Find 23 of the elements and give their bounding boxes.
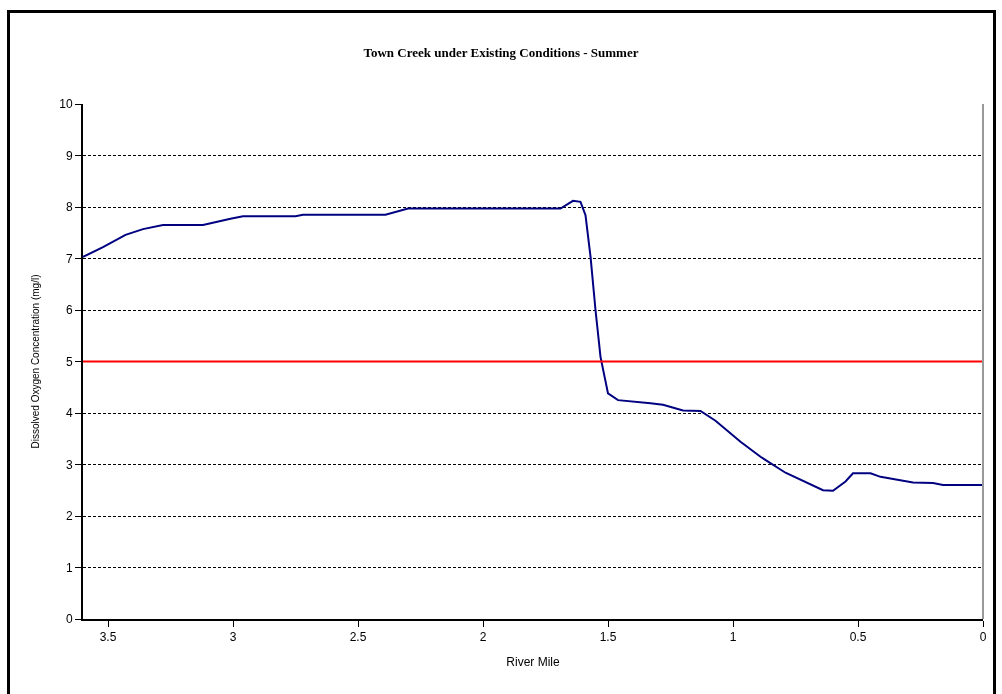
y-tick-label: 8 (65, 200, 73, 215)
x-tick-label: 3 (229, 630, 237, 645)
y-tick-label: 2 (65, 509, 73, 524)
y-tick-label: 7 (65, 251, 73, 266)
y-tick-label: 1 (65, 560, 73, 575)
y-tick-label: 5 (65, 354, 73, 369)
chart-title: Town Creek under Existing Conditions - Summer (363, 44, 639, 60)
y-tick-label: 3 (65, 457, 73, 472)
x-tick-label: 2 (479, 630, 487, 645)
x-tick-label: 0.5 (849, 630, 867, 645)
x-tick-label: 2.5 (349, 630, 367, 645)
y-tick-label: 0 (65, 612, 73, 627)
y-tick-label: 10 (59, 97, 73, 112)
line-series (83, 199, 983, 492)
x-tick-label: 0 (979, 630, 987, 645)
y-tick-label: 4 (65, 406, 73, 421)
x-tick-label: 3.5 (99, 630, 117, 645)
y-axis-title: Dissolved Oxygen Concentration (mg/l) (29, 274, 41, 449)
x-tick-label: 1.5 (599, 630, 617, 645)
y-tick-label: 9 (65, 148, 73, 163)
x-axis-title: River Mile (506, 654, 560, 669)
x-tick-label: 1 (729, 630, 737, 645)
y-tick-label: 6 (65, 303, 73, 318)
